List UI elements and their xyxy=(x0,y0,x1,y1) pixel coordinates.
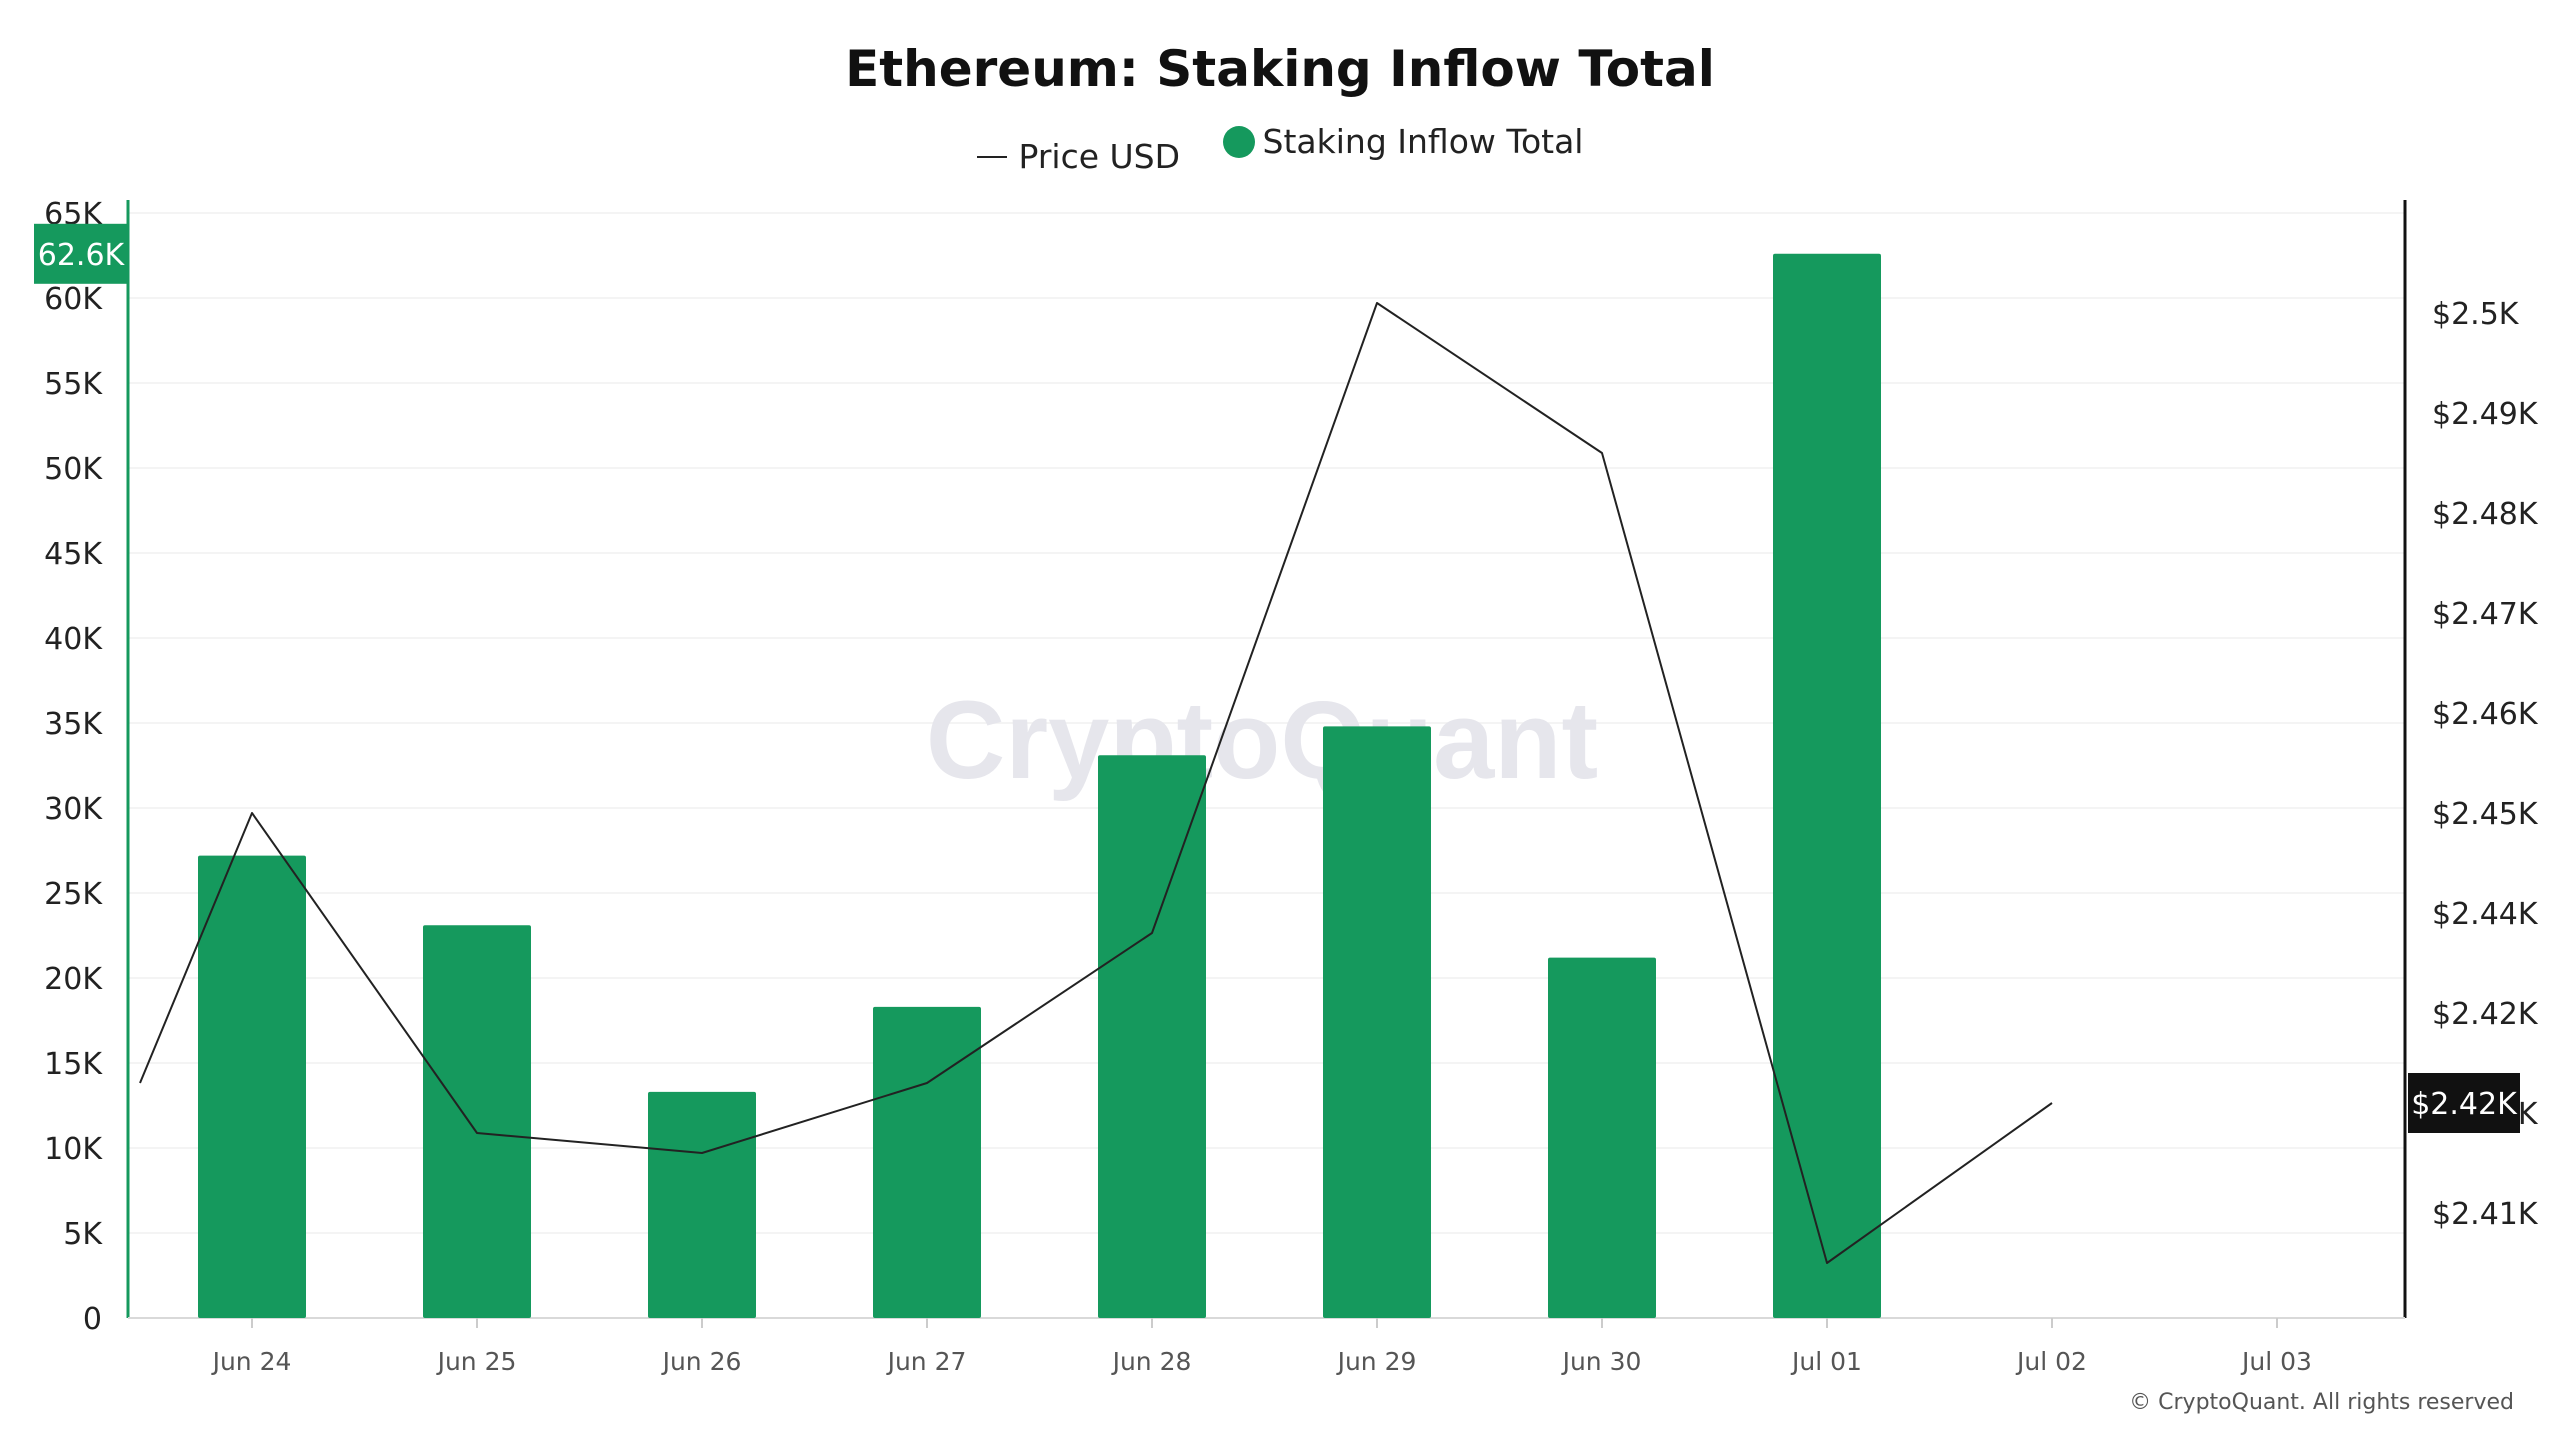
y-left-tick-label: 5K xyxy=(63,1217,103,1252)
y-right-tick-label: $2.49K xyxy=(2432,397,2539,432)
legend: Price USD Staking Inflow Total xyxy=(0,122,2560,176)
y-left-tick-label: 40K xyxy=(44,622,103,657)
x-tick-label: Jul 01 xyxy=(1790,1347,1862,1376)
y-right-tick-label: $2.48K xyxy=(2432,497,2539,532)
bar-jun-28 xyxy=(1098,755,1206,1318)
y-left-tick-label: 30K xyxy=(44,792,103,827)
legend-item-price[interactable]: Price USD xyxy=(976,137,1181,176)
y-left-tick-label: 25K xyxy=(44,877,103,912)
x-tick-label: Jun 26 xyxy=(661,1347,742,1376)
left-value-marker-label: 62.6K xyxy=(38,238,126,273)
y-right-tick-label: $2.5K xyxy=(2432,297,2520,332)
y-right-tick-label: $2.45K xyxy=(2432,797,2539,832)
y-left-tick-label: 15K xyxy=(44,1047,103,1082)
legend-line-icon xyxy=(976,155,1007,158)
y-left-tick-label: 60K xyxy=(44,282,103,317)
y-right-tick-label: $2.42K xyxy=(2432,997,2539,1032)
legend-dot-icon xyxy=(1222,125,1255,158)
x-tick-label: Jul 02 xyxy=(2015,1347,2087,1376)
bar-jun-29 xyxy=(1323,726,1431,1318)
bar-jun-25 xyxy=(423,925,531,1318)
y-left-tick-label: 45K xyxy=(44,537,103,572)
x-tick-label: Jun 30 xyxy=(1561,1347,1642,1376)
watermark-text: CryptoQuant xyxy=(926,679,1598,802)
left-value-marker xyxy=(34,223,128,284)
y-left-tick-label: 35K xyxy=(44,707,103,742)
bar-jun-26 xyxy=(648,1091,756,1318)
price-line xyxy=(139,302,2053,1264)
bar-jul-01 xyxy=(1773,253,1881,1318)
y-left-tick-label: 20K xyxy=(44,962,103,997)
right-value-marker-label: $2.42K xyxy=(2411,1087,2518,1122)
y-left-tick-label: 10K xyxy=(44,1132,103,1167)
chart-title: Ethereum: Staking Inflow Total xyxy=(845,40,1715,98)
x-tick-label: Jun 28 xyxy=(1111,1347,1192,1376)
y-left-tick-label: 55K xyxy=(44,367,103,402)
x-tick-label: Jun 25 xyxy=(436,1347,517,1376)
bar-jun-24 xyxy=(198,855,306,1318)
legend-label-price: Price USD xyxy=(1018,137,1181,176)
x-tick-label: Jun 24 xyxy=(211,1347,292,1376)
x-tick-label: Jun 27 xyxy=(886,1347,967,1376)
copyright-note: © CryptoQuant. All rights reserved xyxy=(2129,1390,2514,1415)
x-tick-label: Jun 29 xyxy=(1336,1347,1417,1376)
y-left-tick-label: 0 xyxy=(83,1302,102,1337)
y-left-tick-label: 50K xyxy=(44,452,103,487)
y-right-tick-label: $2.46K xyxy=(2432,697,2539,732)
right-value-marker xyxy=(2408,1073,2520,1133)
bar-jun-30 xyxy=(1548,957,1656,1318)
legend-item-staking[interactable]: Staking Inflow Total xyxy=(1222,122,1584,161)
x-tick-label: Jul 03 xyxy=(2240,1347,2312,1376)
y-right-tick-label: $2.44K xyxy=(2432,897,2539,932)
y-right-tick-label: $2.47K xyxy=(2432,597,2539,632)
y-right-tick-label: $2.41K xyxy=(2432,1197,2539,1232)
legend-label-staking: Staking Inflow Total xyxy=(1262,122,1584,161)
bar-jun-27 xyxy=(873,1006,981,1318)
